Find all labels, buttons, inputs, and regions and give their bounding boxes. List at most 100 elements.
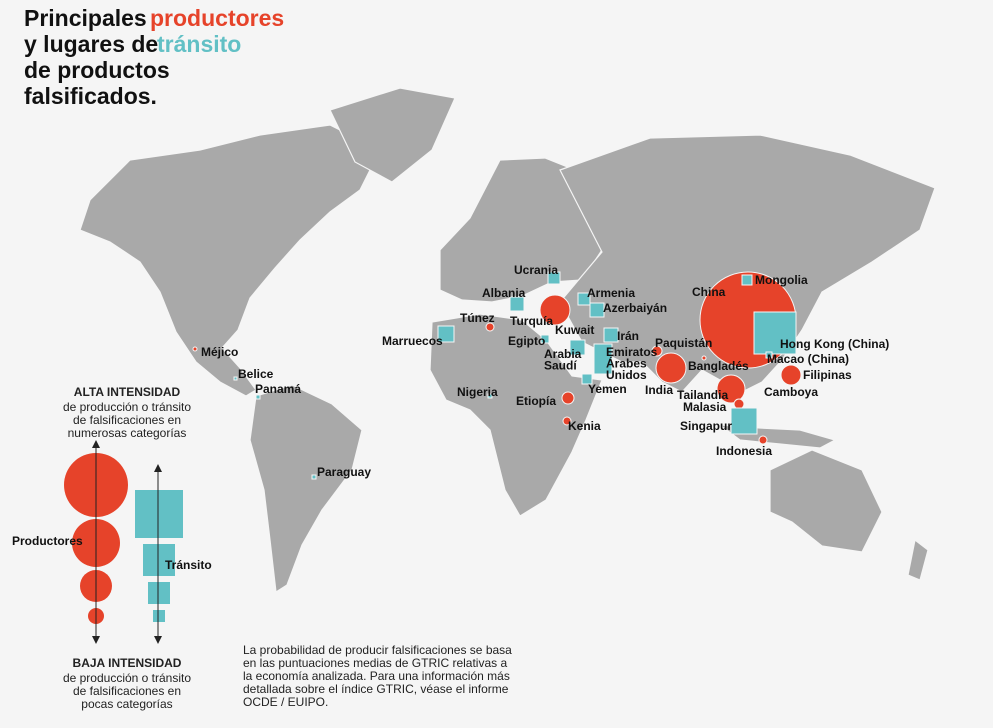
country-label: Indonesia (716, 444, 772, 458)
title-line: y lugares de (24, 31, 158, 57)
country-label: Paquistán (655, 336, 712, 350)
legend-producers: Productores (12, 534, 83, 548)
country-label: Saudí (544, 359, 577, 373)
transit-marker (233, 376, 238, 381)
arrow-up (92, 440, 100, 448)
legend-high-title: ALTA INTENSIDAD (74, 385, 181, 399)
country-label: Ucrania (514, 263, 558, 277)
transit-marker (581, 373, 593, 385)
transit-marker (437, 325, 455, 343)
note-line: OCDE / EUIPO. (243, 695, 328, 709)
country-label: Yemen (588, 382, 627, 396)
title-line: productores (150, 5, 284, 31)
country-label: Tailandia (677, 388, 728, 402)
title-line: Principales (24, 5, 147, 31)
country-label: Malasia (683, 400, 727, 414)
legend-low-text: de producción o tránsito (63, 671, 191, 685)
producer-marker (651, 345, 663, 357)
producer-marker (758, 435, 768, 445)
producer-marker (655, 352, 687, 384)
note-line: detallada sobre el índice GTRIC, véase e… (243, 682, 509, 696)
transit-marker (255, 394, 261, 400)
title-line: falsificados. (24, 83, 157, 109)
africa (429, 313, 603, 517)
transit-marker (589, 302, 605, 318)
legend-marks (64, 440, 183, 644)
south-america (249, 384, 363, 594)
producer-marker (485, 322, 495, 332)
country-label: Macao (China) (767, 352, 849, 366)
transit-marker (593, 343, 613, 375)
country-label: Túnez (460, 311, 495, 325)
title-line: tránsito (157, 31, 241, 57)
country-label: Kuwait (555, 323, 594, 337)
transit-marker (509, 296, 525, 312)
country-label: Irán (617, 329, 639, 343)
country-label: Etiopía (516, 394, 556, 408)
country-label: Marruecos (382, 334, 443, 348)
country-label: Albania (482, 286, 526, 300)
country-label: Turquía (510, 314, 553, 328)
country-label: Emiratos (606, 345, 658, 359)
transit-marker (741, 274, 753, 286)
transit-marker (487, 393, 493, 399)
legend-square (135, 490, 183, 538)
country-label: Méjico (201, 345, 238, 359)
producer-marker (716, 374, 746, 404)
country-label: Bangladés (688, 359, 749, 373)
legend-high-text: de falsificaciones en (73, 413, 181, 427)
country-label: Panamá (255, 382, 301, 396)
country-label: China (692, 285, 726, 299)
country-label: Egipto (508, 334, 545, 348)
arrow-down (154, 636, 162, 644)
north-america (79, 124, 381, 397)
producer-marker (539, 294, 571, 326)
country-label: Singapur (680, 419, 732, 433)
markers (192, 271, 802, 480)
note-line: La probabilidad de producir falsificacio… (243, 643, 512, 657)
greenland (329, 87, 456, 183)
producer-marker (562, 416, 572, 426)
country-label: Hong Kong (China) (780, 337, 889, 351)
country-label: Filipinas (803, 368, 852, 382)
note-line: la economía analizada. Para una informac… (243, 669, 510, 683)
producer-marker (780, 364, 802, 386)
arrow-up (154, 464, 162, 472)
transit-marker (730, 407, 758, 435)
legend-low-text: de falsificaciones en (73, 684, 181, 698)
transit-marker (540, 334, 550, 344)
legend-transit: Tránsito (165, 558, 212, 572)
transit-marker (311, 474, 317, 480)
legend-low-title: BAJA INTENSIDAD (73, 656, 182, 670)
legend-square (143, 544, 175, 576)
country-label: Belice (238, 367, 274, 381)
arrow-down (92, 636, 100, 644)
country-label: Paraguay (317, 465, 371, 479)
transit-marker (547, 271, 561, 285)
country-label: Camboya (764, 385, 818, 399)
title-line: de productos (24, 57, 170, 83)
transit-marker (765, 351, 773, 359)
country-label: India (645, 383, 673, 397)
note-line: en las puntuaciones medias de GTRIC rela… (243, 656, 507, 670)
country-label: Armenia (587, 286, 635, 300)
country-label: Árabes (606, 356, 647, 371)
transit-marker (603, 327, 619, 343)
producer-marker (561, 391, 575, 405)
land (79, 87, 936, 594)
new-zealand (907, 538, 929, 581)
country-label: Unidos (606, 368, 647, 382)
country-label: Azerbaiyán (603, 301, 667, 315)
transit-marker (753, 311, 797, 355)
legend-high-text: de producción o tránsito (63, 400, 191, 414)
legend-square (153, 610, 165, 622)
australia (769, 449, 883, 553)
producer-marker (701, 355, 707, 361)
country-label: Arabia (544, 347, 582, 361)
country-label: Kenia (568, 419, 601, 433)
legend-square (148, 582, 170, 604)
country-label: Mongolia (755, 273, 808, 287)
country-label: Nigeria (457, 385, 498, 399)
